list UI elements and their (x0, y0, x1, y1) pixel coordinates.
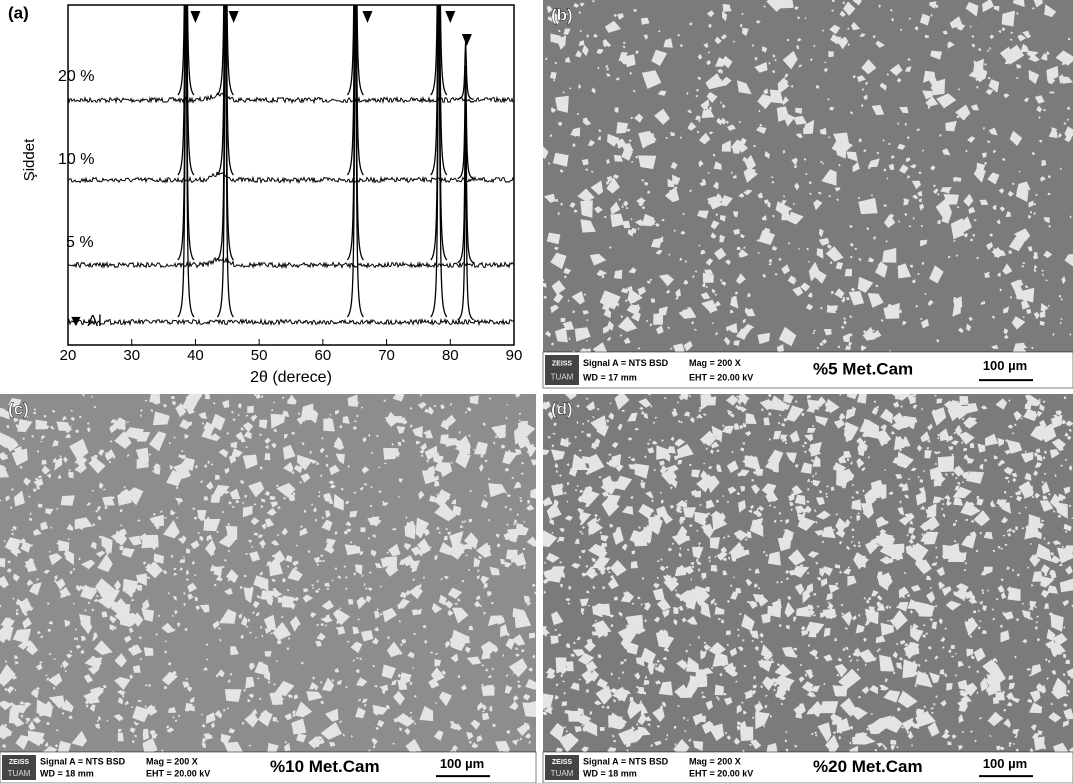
logo-lab: TUAM (551, 372, 574, 381)
panel-label: (b) (551, 5, 573, 24)
panel-label: (a) (8, 3, 29, 22)
series-label: 20 % (58, 68, 94, 85)
mag: Mag = 200 X (689, 358, 741, 368)
signal: Signal A = NTS BSD (40, 756, 126, 766)
panel-label: (d) (551, 399, 573, 418)
logo-brand: ZEISS (552, 759, 573, 766)
mag: Mag = 200 X (146, 756, 198, 766)
micrograph-image (537, 0, 1073, 358)
logo-lab: TUAM (551, 769, 574, 778)
series-label: ▼ Al (68, 313, 102, 330)
eht: EHT = 20.00 kV (689, 372, 753, 382)
x-tick-label: 50 (251, 347, 268, 364)
scale-label: 100 µm (983, 358, 1027, 373)
x-tick-label: 40 (187, 347, 204, 364)
series-label: 5 % (66, 234, 94, 251)
x-tick-label: 70 (378, 347, 395, 364)
x-tick-label: 60 (315, 347, 332, 364)
wd: WD = 18 mm (583, 769, 637, 779)
logo-brand: ZEISS (552, 361, 573, 368)
signal: Signal A = NTS BSD (583, 358, 669, 368)
sample-title: %5 Met.Cam (813, 359, 913, 378)
x-axis-label: 2θ (derece) (250, 369, 332, 386)
eht: EHT = 20.00 kV (146, 769, 210, 779)
micrograph-image (537, 385, 1073, 758)
x-tick-label: 30 (123, 347, 140, 364)
x-tick-label: 90 (506, 347, 523, 364)
sample-title: %10 Met.Cam (270, 757, 380, 776)
figure: (a) 20 30 40 50 60 70 80 90 2θ (derece) Şiddet 20 %… (0, 0, 1073, 783)
scale-label: 100 µm (983, 756, 1027, 771)
eht: EHT = 20.00 kV (689, 769, 753, 779)
x-tick-label: 20 (60, 347, 77, 364)
logo-lab: TUAM (8, 769, 31, 778)
signal: Signal A = NTS BSD (583, 756, 669, 766)
micrograph-image (0, 389, 543, 758)
sample-title: %20 Met.Cam (813, 757, 923, 776)
wd: WD = 18 mm (40, 769, 94, 779)
y-axis-label: Şiddet (21, 138, 38, 181)
mag: Mag = 200 X (689, 756, 741, 766)
series-label: 10 % (58, 151, 94, 168)
panel-label: (c) (8, 399, 29, 418)
scale-label: 100 µm (440, 756, 484, 771)
x-tick-label: 80 (442, 347, 459, 364)
wd: WD = 17 mm (583, 372, 637, 382)
logo-brand: ZEISS (9, 759, 30, 766)
